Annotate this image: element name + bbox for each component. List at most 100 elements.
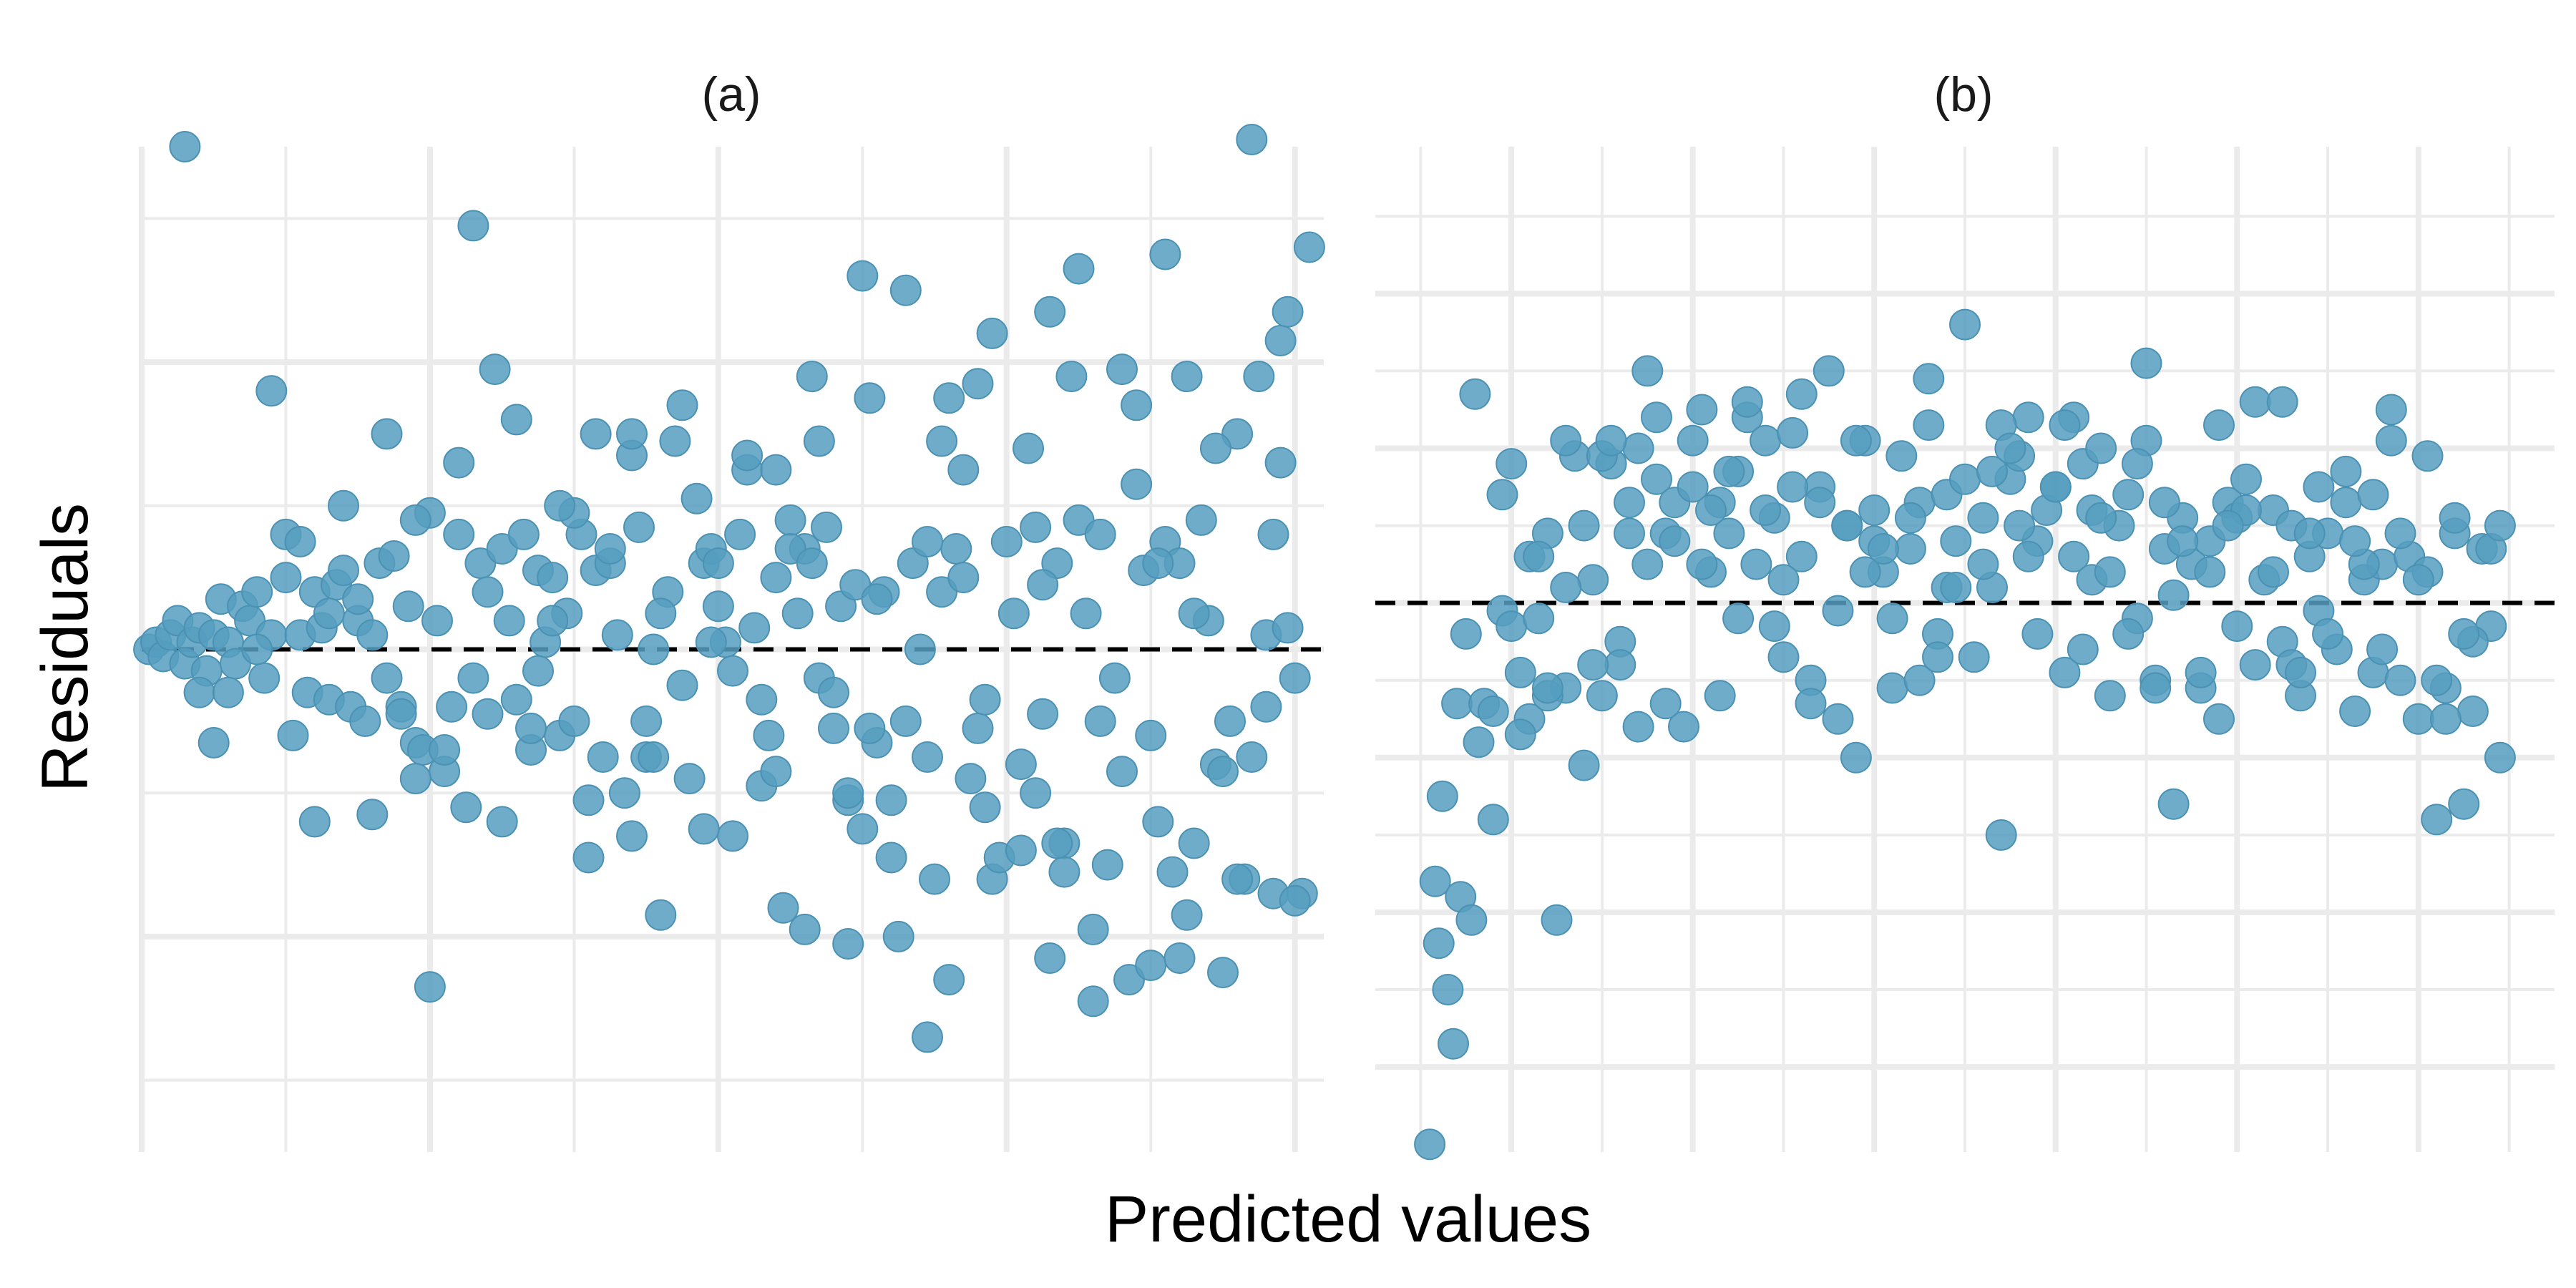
panel-a-data-point (933, 382, 965, 414)
panel-b-data-point (2384, 664, 2416, 696)
panel-a-data-point (688, 813, 720, 845)
panel-b-data-point (2421, 664, 2453, 696)
panel-b-data-point (1550, 424, 1582, 457)
panel-a-data-point (1207, 756, 1239, 788)
panel-a-data-point (666, 669, 698, 701)
panel-a-data-point (638, 633, 670, 665)
panel-a-data-point (912, 526, 943, 557)
panel-b-data-point (1713, 517, 1745, 550)
panel-a-data-point (197, 727, 230, 758)
panel-b-data-point (1455, 904, 1488, 936)
panel-b-data-point (2384, 517, 2416, 550)
panel-a-data-point (904, 633, 936, 665)
panel-b-data-point (2085, 502, 2117, 534)
panel-b-data-point (1704, 680, 1736, 712)
panel-b-data-point (1913, 409, 1945, 441)
panel-a-data-point (1084, 518, 1116, 550)
panel-b-data-point (1876, 602, 1908, 635)
panel-a-data-point (1257, 518, 1289, 550)
panel-a-data-point (638, 741, 670, 773)
panel-b-data-point (1813, 355, 1845, 387)
panel-b-data-point (1614, 517, 1645, 550)
panel-b-data-point (2439, 502, 2471, 534)
panel-a-data-point (443, 447, 475, 479)
panel-a-data-point (594, 533, 626, 565)
panel-b-data-point (2212, 509, 2244, 542)
panel-b-points (1414, 308, 2516, 1161)
panel-b-data-point (2484, 741, 2516, 774)
panel-b-data-point (2157, 788, 2190, 820)
panel-a-data-point (1027, 569, 1059, 601)
panel-a-data-point (753, 719, 785, 751)
panel-b-data-point (1758, 610, 1790, 643)
panel-b-data-point (1426, 780, 1458, 812)
panel-b-data-point (2339, 696, 2371, 727)
panel-b-data-point (1740, 548, 1772, 580)
panel-b-data-point (2085, 432, 2117, 464)
panel-a-data-point (811, 511, 842, 543)
panel-a-data-point (847, 813, 879, 845)
panel-b-data-point (1463, 726, 1495, 758)
panel-b-data-point (2185, 656, 2217, 688)
panel-b-data-point (1659, 525, 1691, 557)
panel-b-data-point (1432, 974, 1464, 1005)
panel-b-data-point (2266, 386, 2298, 418)
panel-a: (a) (133, 67, 1325, 1152)
panel-b-data-point (2203, 409, 2235, 441)
panel-b-data-point (2402, 703, 2434, 735)
panel-a-data-point (666, 389, 698, 421)
panel-a-data-point (241, 633, 273, 665)
panel-b-data-point (2021, 618, 2054, 650)
panel-a-data-point (399, 763, 431, 795)
panel-a-data-point (1142, 806, 1174, 838)
panel-b-data-point (2049, 656, 2081, 688)
panel-a-data-point (889, 274, 922, 306)
panel-a-data-point (717, 820, 748, 852)
panel-b-data-point (1414, 1128, 1446, 1161)
panel-a-data-point (1135, 950, 1167, 982)
panel-b-data-point (1523, 602, 1555, 635)
panel-a-data-point (1034, 942, 1066, 974)
panel-a-data-point (1221, 863, 1254, 895)
panel-b-data-point (1777, 471, 1809, 503)
panel-a-data-point (616, 820, 648, 852)
panel-a-data-point (1236, 741, 1268, 773)
panel-a-data-point (486, 806, 518, 838)
panel-a-data-point (443, 518, 475, 550)
panel-a-data-point (457, 210, 489, 242)
panel-a-data-point (926, 425, 958, 457)
panel-b-data-point (1614, 487, 1645, 519)
panel-a-data-point (1250, 691, 1282, 723)
panel-b-data-point (1940, 572, 1972, 603)
panel-b-data-point (1677, 424, 1709, 457)
panel-a-data-point (1199, 432, 1231, 464)
panel-b-data-point (1622, 711, 1654, 743)
panel-b-data-point (2140, 672, 2172, 704)
panel-b-data-point (2448, 618, 2480, 650)
panel-a-data-point (680, 482, 713, 514)
panel-b-data-point (1985, 819, 2017, 851)
panel-a-data-point (479, 353, 511, 386)
panel-b-data-point (1731, 386, 1763, 418)
panel-a-data-point (702, 590, 734, 623)
panel-b-data-point (2411, 440, 2444, 472)
panel-a-data-point (875, 841, 907, 874)
panel-a-data-point (796, 547, 828, 580)
panel-a-data-point (1013, 432, 1044, 464)
panel-b-data-point (2402, 564, 2434, 596)
panel-b-data-point (2094, 556, 2126, 588)
panel-b-data-point (2112, 618, 2145, 650)
panel-b-data-point (2039, 471, 2072, 503)
panel-b-data-point (2421, 804, 2453, 836)
panel-a-data-point (421, 605, 453, 637)
panel-a-data-point (1005, 834, 1037, 867)
panel-a-data-point (818, 712, 849, 744)
panel-b-data-point (1967, 548, 1999, 580)
panel-b-data-point (1668, 711, 1699, 743)
panel-a-data-point (328, 489, 359, 522)
panel-a-data-point (414, 971, 446, 1003)
panel-b-data-point (2049, 409, 2081, 441)
panel-a-data-point (875, 784, 907, 816)
panel-a-data-point (760, 454, 792, 486)
panel-b-data-point (1949, 308, 1981, 341)
